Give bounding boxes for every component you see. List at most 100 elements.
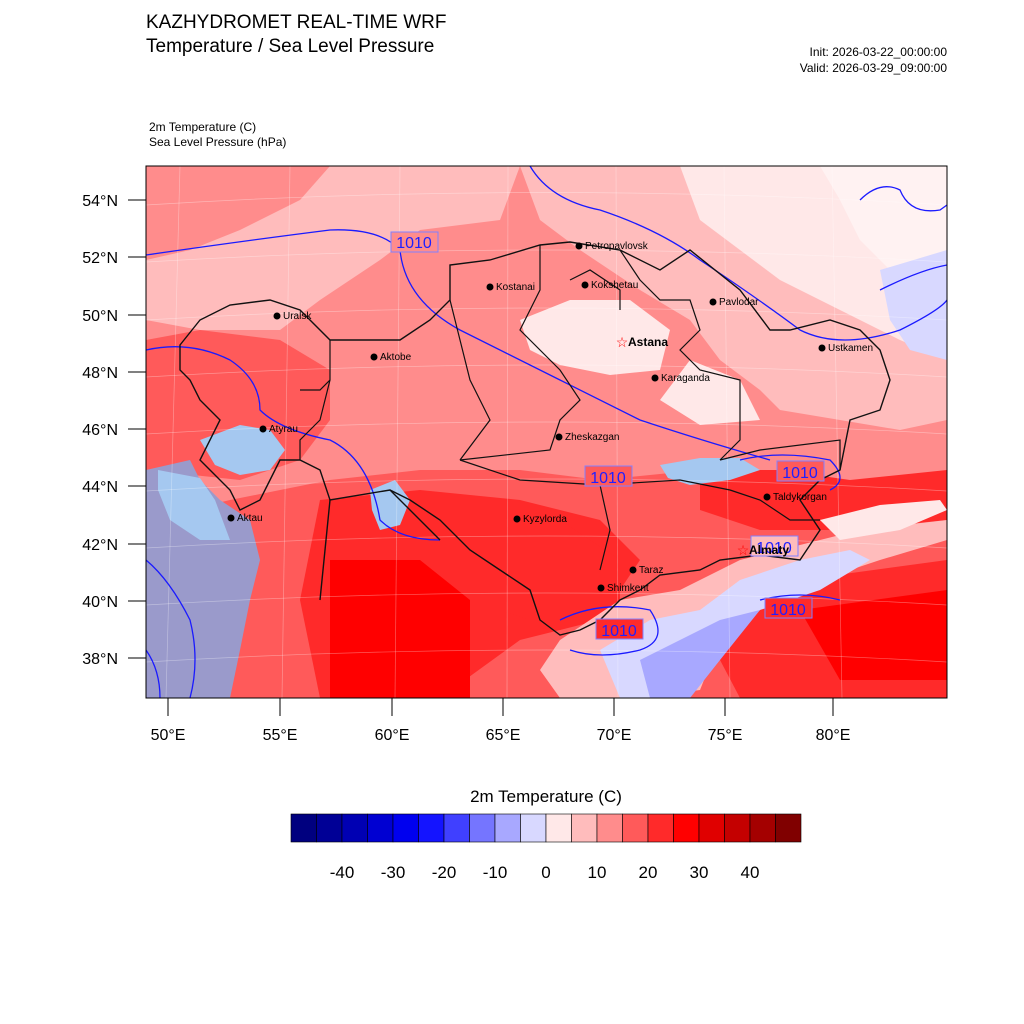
colorbar-tick-label: -10	[483, 863, 508, 882]
cities: Petropavlovsk Kostanai Kokshetau Pavloda…	[227, 241, 873, 594]
city-petropavlovsk: Petropavlovsk	[575, 241, 649, 252]
colorbar-swatch	[520, 813, 547, 843]
lon-label: 50°E	[151, 727, 186, 744]
isobar-label: 1010	[776, 460, 825, 482]
city-aktau: Aktau	[227, 513, 263, 524]
colorbar-swatch	[545, 813, 572, 843]
svg-text:Kokshetau: Kokshetau	[591, 280, 638, 291]
colorbar-tick-label: -20	[432, 863, 457, 882]
svg-text:Almaty: Almaty	[749, 543, 789, 557]
colorbar-tick-label: 40	[741, 863, 760, 882]
colorbar-tick-label: 0	[541, 863, 550, 882]
svg-text:1010: 1010	[782, 465, 818, 482]
lat-label: 38°N	[82, 651, 118, 668]
lat-label: 46°N	[82, 422, 118, 439]
colorbar-swatch	[647, 813, 674, 843]
colorbar-swatch	[596, 813, 623, 843]
svg-text:1010: 1010	[590, 470, 626, 487]
colorbar-tick-label: 20	[639, 863, 658, 882]
lon-label: 65°E	[486, 727, 521, 744]
svg-text:Ustkamen: Ustkamen	[828, 343, 873, 354]
isobar-label: 1010	[764, 597, 813, 619]
temperature-field	[146, 166, 947, 698]
primary-variable-label: 2m Temperature (C)	[149, 120, 257, 134]
city-astana: ☆ Astana	[616, 334, 669, 350]
svg-text:Petropavlovsk: Petropavlovsk	[585, 241, 649, 252]
isobar-label: 1010	[584, 465, 633, 487]
colorbar-swatch	[392, 813, 419, 843]
colorbar-title: 2m Temperature (C)	[470, 787, 622, 806]
capital-star-icon: ☆	[616, 334, 629, 350]
colorbar-swatch	[698, 813, 725, 843]
colorbar-swatch	[775, 813, 802, 843]
valid-time: Valid: 2026-03-29_09:00:00	[799, 61, 947, 75]
colorbar-swatch	[622, 813, 649, 843]
colorbar-swatch	[469, 813, 496, 843]
svg-text:Karaganda: Karaganda	[661, 373, 710, 384]
map-frame	[145, 165, 948, 699]
isobar-label-group: 1010 1010 1010 1010 1010 1010	[390, 231, 825, 640]
init-time: Init: 2026-03-22_00:00:00	[809, 45, 947, 59]
page-title: KAZHYDROMET REAL-TIME WRF	[146, 12, 447, 33]
city-almaty: ☆ Almaty	[737, 542, 790, 558]
lat-label: 40°N	[82, 594, 118, 611]
lat-ticks	[128, 199, 146, 659]
borders	[179, 241, 891, 636]
city-taraz: Taraz	[629, 565, 663, 576]
svg-text:Uralsk: Uralsk	[283, 311, 312, 322]
isobar-label: 1010	[750, 535, 799, 557]
city-shimkent: Shimkent	[597, 583, 649, 594]
svg-text:Zheskazgan: Zheskazgan	[565, 432, 619, 443]
colorbar-tick-labels: -40 -30 -20 -10 0 10 20 30 40	[330, 863, 760, 882]
colorbar	[290, 813, 802, 843]
colorbar-tick-label: 30	[690, 863, 709, 882]
capital-star-icon: ☆	[737, 542, 750, 558]
lat-label: 44°N	[82, 479, 118, 496]
city-uralsk: Uralsk	[273, 311, 312, 322]
colorbar-swatch	[290, 813, 317, 843]
latitude-labels: 54°N 52°N 50°N 48°N 46°N 44°N 42°N 40°N …	[82, 193, 118, 668]
lon-label: 70°E	[597, 727, 632, 744]
lon-label: 75°E	[708, 727, 743, 744]
isobars	[146, 166, 947, 698]
city-taldykorgan: Taldykorgan	[763, 492, 827, 503]
colorbar-tick-label: -30	[381, 863, 406, 882]
svg-text:Taraz: Taraz	[639, 565, 663, 576]
svg-text:1010: 1010	[756, 540, 792, 557]
lat-label: 54°N	[82, 193, 118, 210]
city-atyrau: Atyrau	[259, 424, 298, 435]
svg-text:1010: 1010	[601, 623, 637, 640]
region-boundaries	[299, 245, 841, 571]
city-zheskazgan: Zheskazgan	[555, 432, 619, 443]
colorbar-swatch	[494, 813, 521, 843]
svg-text:Astana: Astana	[628, 335, 668, 349]
lon-label: 60°E	[375, 727, 410, 744]
colorbar-swatch	[367, 813, 394, 843]
page-subtitle: Temperature / Sea Level Pressure	[146, 36, 435, 57]
svg-text:Kostanai: Kostanai	[496, 282, 535, 293]
svg-text:Kyzylorda: Kyzylorda	[523, 514, 567, 525]
colorbar-tick-label: 10	[588, 863, 607, 882]
city-karaganda: Karaganda	[651, 373, 710, 384]
colorbar-swatch	[724, 813, 751, 843]
svg-text:1010: 1010	[396, 235, 432, 252]
city-kostanai: Kostanai	[486, 282, 535, 293]
svg-text:1010: 1010	[770, 602, 806, 619]
colorbar-swatch	[316, 813, 343, 843]
city-aktobe: Aktobe	[370, 352, 412, 363]
isobar-label: 1010	[390, 231, 439, 253]
grid-lines	[146, 166, 947, 698]
colorbar-swatch	[749, 813, 776, 843]
city-pavlodar: Pavlodar	[709, 297, 759, 308]
isobar-label: 1010	[595, 618, 644, 640]
lon-label: 80°E	[816, 727, 851, 744]
secondary-variable-label: Sea Level Pressure (hPa)	[149, 135, 287, 149]
svg-text:Aktobe: Aktobe	[380, 352, 412, 363]
longitude-labels: 50°E 55°E 60°E 65°E 70°E 75°E 80°E	[151, 727, 851, 744]
svg-text:Taldykorgan: Taldykorgan	[773, 492, 827, 503]
colorbar-swatch	[418, 813, 445, 843]
svg-text:Shimkent: Shimkent	[607, 583, 649, 594]
lat-label: 42°N	[82, 537, 118, 554]
lon-label: 55°E	[263, 727, 298, 744]
